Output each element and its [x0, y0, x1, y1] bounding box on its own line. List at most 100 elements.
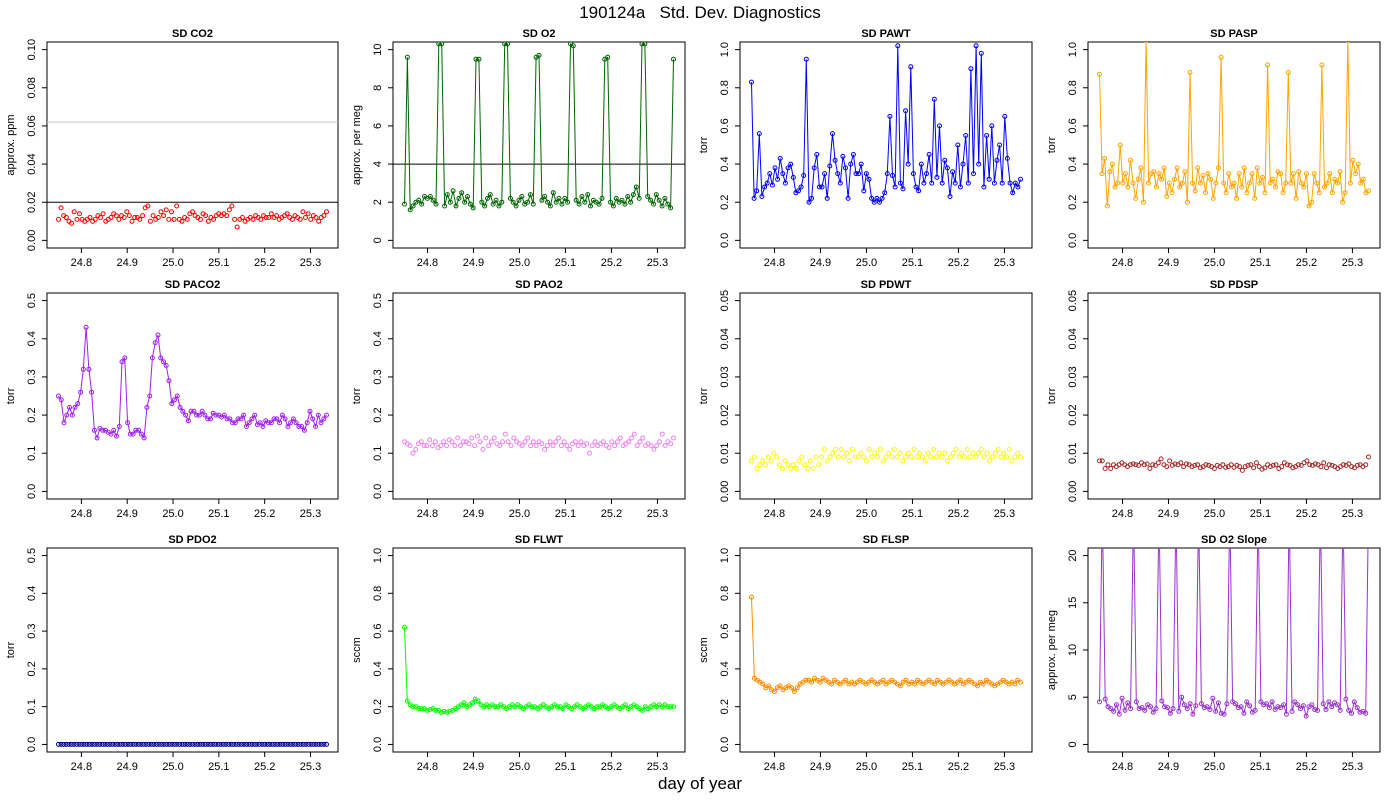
data-point	[560, 706, 566, 712]
data-point	[130, 741, 136, 747]
data-point	[1151, 169, 1157, 175]
data-point	[224, 213, 230, 219]
data-point	[257, 420, 263, 426]
data-point	[554, 704, 560, 710]
data-point	[919, 454, 925, 460]
data-point	[822, 171, 828, 177]
data-point	[997, 142, 1003, 148]
data-point	[251, 741, 257, 747]
data-layer	[56, 324, 329, 441]
data-point	[1213, 708, 1219, 714]
data-point	[92, 741, 97, 747]
data-point	[1332, 176, 1338, 182]
data-point	[1097, 71, 1102, 77]
data-point	[1116, 711, 1122, 717]
y-tick-label: 0.8	[372, 586, 384, 601]
x-tick-label: 25.3	[300, 761, 321, 773]
data-point	[416, 706, 422, 712]
data-point	[1349, 464, 1355, 470]
data-point	[869, 195, 875, 201]
data-point	[987, 458, 993, 464]
data-point	[92, 216, 98, 222]
x-tick-label: 25.3	[1342, 761, 1363, 773]
data-point	[785, 165, 791, 171]
data-point	[184, 741, 190, 747]
data-point	[1342, 190, 1348, 196]
data-point	[1112, 184, 1118, 190]
y-tick-label: 1.0	[372, 548, 384, 563]
y-axis-label: torr	[5, 387, 17, 404]
data-point	[447, 708, 453, 714]
data-point	[981, 454, 987, 460]
data-point	[821, 446, 827, 452]
data-point	[1244, 190, 1250, 196]
data-point	[114, 433, 119, 439]
y-tick-label: 0.5	[26, 293, 38, 308]
data-point	[1220, 462, 1226, 468]
data-point	[547, 203, 553, 209]
data-point	[458, 443, 463, 449]
data-point	[321, 741, 327, 747]
data-point	[553, 439, 559, 445]
x-tick-label: 24.8	[764, 508, 785, 520]
data-point	[751, 195, 757, 201]
data-point	[86, 366, 92, 372]
data-point	[315, 412, 321, 418]
data-point	[122, 355, 128, 361]
data-point	[1309, 702, 1315, 708]
data-point	[230, 420, 236, 426]
data-point	[588, 203, 593, 209]
data-point	[293, 741, 299, 747]
y-tick-label: 0	[372, 237, 384, 243]
data-point	[1237, 464, 1243, 470]
data-point	[205, 741, 211, 747]
data-point	[483, 435, 489, 441]
data-point	[267, 741, 273, 747]
data-point	[775, 176, 781, 182]
y-axis-label: torr	[351, 387, 363, 404]
data-point	[1192, 462, 1198, 468]
data-point	[58, 397, 64, 403]
data-point	[525, 199, 531, 205]
series-line	[751, 597, 1021, 693]
data-point	[148, 741, 154, 747]
data-point	[243, 424, 249, 429]
y-tick-label: 0.3	[26, 623, 38, 638]
data-point	[653, 192, 659, 198]
data-point	[631, 431, 637, 437]
y-tick-label: 0.4	[26, 331, 38, 346]
data-point	[1097, 458, 1102, 464]
data-point	[1133, 195, 1139, 201]
data-point	[1266, 705, 1272, 711]
data-point	[1363, 462, 1369, 468]
x-tick-label: 25.3	[994, 508, 1015, 520]
data-point	[1122, 707, 1128, 713]
data-point	[619, 197, 625, 203]
data-point	[1177, 184, 1183, 190]
data-point	[190, 741, 195, 747]
data-point	[205, 416, 211, 422]
data-point	[1015, 450, 1021, 456]
data-point	[629, 435, 634, 441]
data-point	[984, 133, 990, 138]
data-point	[1319, 62, 1325, 68]
data-point	[56, 741, 61, 747]
data-point	[1251, 465, 1257, 471]
data-point	[824, 195, 830, 201]
data-point	[174, 203, 180, 209]
data-point	[513, 203, 519, 209]
x-tick-label: 25.0	[162, 508, 183, 520]
data-point	[1012, 180, 1018, 186]
data-point	[1189, 464, 1195, 470]
data-point	[1139, 705, 1145, 711]
data-point	[542, 194, 548, 199]
data-point	[844, 450, 850, 456]
data-point	[155, 215, 161, 220]
data-point	[628, 199, 634, 205]
data-point	[266, 215, 272, 220]
data-point	[600, 439, 606, 445]
data-point	[1228, 184, 1234, 190]
x-tick-label: 25.3	[994, 257, 1015, 269]
data-point	[303, 741, 309, 747]
data-point	[1167, 710, 1173, 716]
